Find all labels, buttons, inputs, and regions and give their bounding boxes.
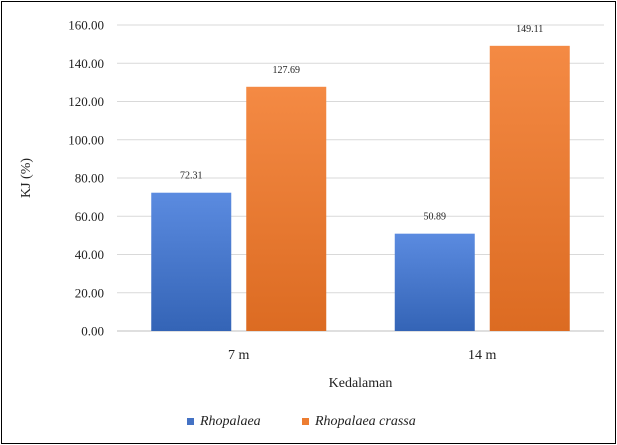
data-label: 72.31 <box>180 171 203 182</box>
bar <box>151 192 232 331</box>
bar <box>489 45 570 332</box>
bars <box>151 45 570 332</box>
x-category-label: 7 m <box>228 348 250 363</box>
y-tick-label: 100.00 <box>68 132 104 147</box>
legend-swatch <box>187 418 194 425</box>
x-axis-categories: 7 m 14 m <box>228 348 497 363</box>
y-tick-label: 0.00 <box>81 324 104 339</box>
y-axis-title: KJ (%) <box>19 158 34 198</box>
legend-label: Rhopalaea <box>199 414 261 429</box>
y-tick-label: 140.00 <box>68 56 104 71</box>
y-axis-ticks: 0.00 20.00 40.00 60.00 80.00 100.00 120.00 140.… <box>68 18 104 339</box>
legend: Rhopalaea Rhopalaea crassa <box>187 414 416 429</box>
y-tick-label: 20.00 <box>75 285 104 300</box>
y-tick-label: 60.00 <box>75 209 104 224</box>
data-label: 149.11 <box>516 24 543 35</box>
y-tick-label: 80.00 <box>75 171 104 186</box>
data-labels: 72.31 127.69 50.89 149.11 <box>180 24 543 223</box>
legend-swatch <box>302 418 309 425</box>
y-tick-label: 40.00 <box>75 247 104 262</box>
bar <box>246 86 327 331</box>
data-label: 50.89 <box>424 212 447 223</box>
y-tick-label: 160.00 <box>68 18 104 33</box>
bar <box>394 233 475 331</box>
data-label: 127.69 <box>273 65 301 76</box>
x-category-label: 14 m <box>468 348 497 363</box>
y-tick-label: 120.00 <box>68 94 104 109</box>
x-axis-title: Kedalaman <box>329 376 393 391</box>
legend-label: Rhopalaea crassa <box>314 414 416 429</box>
